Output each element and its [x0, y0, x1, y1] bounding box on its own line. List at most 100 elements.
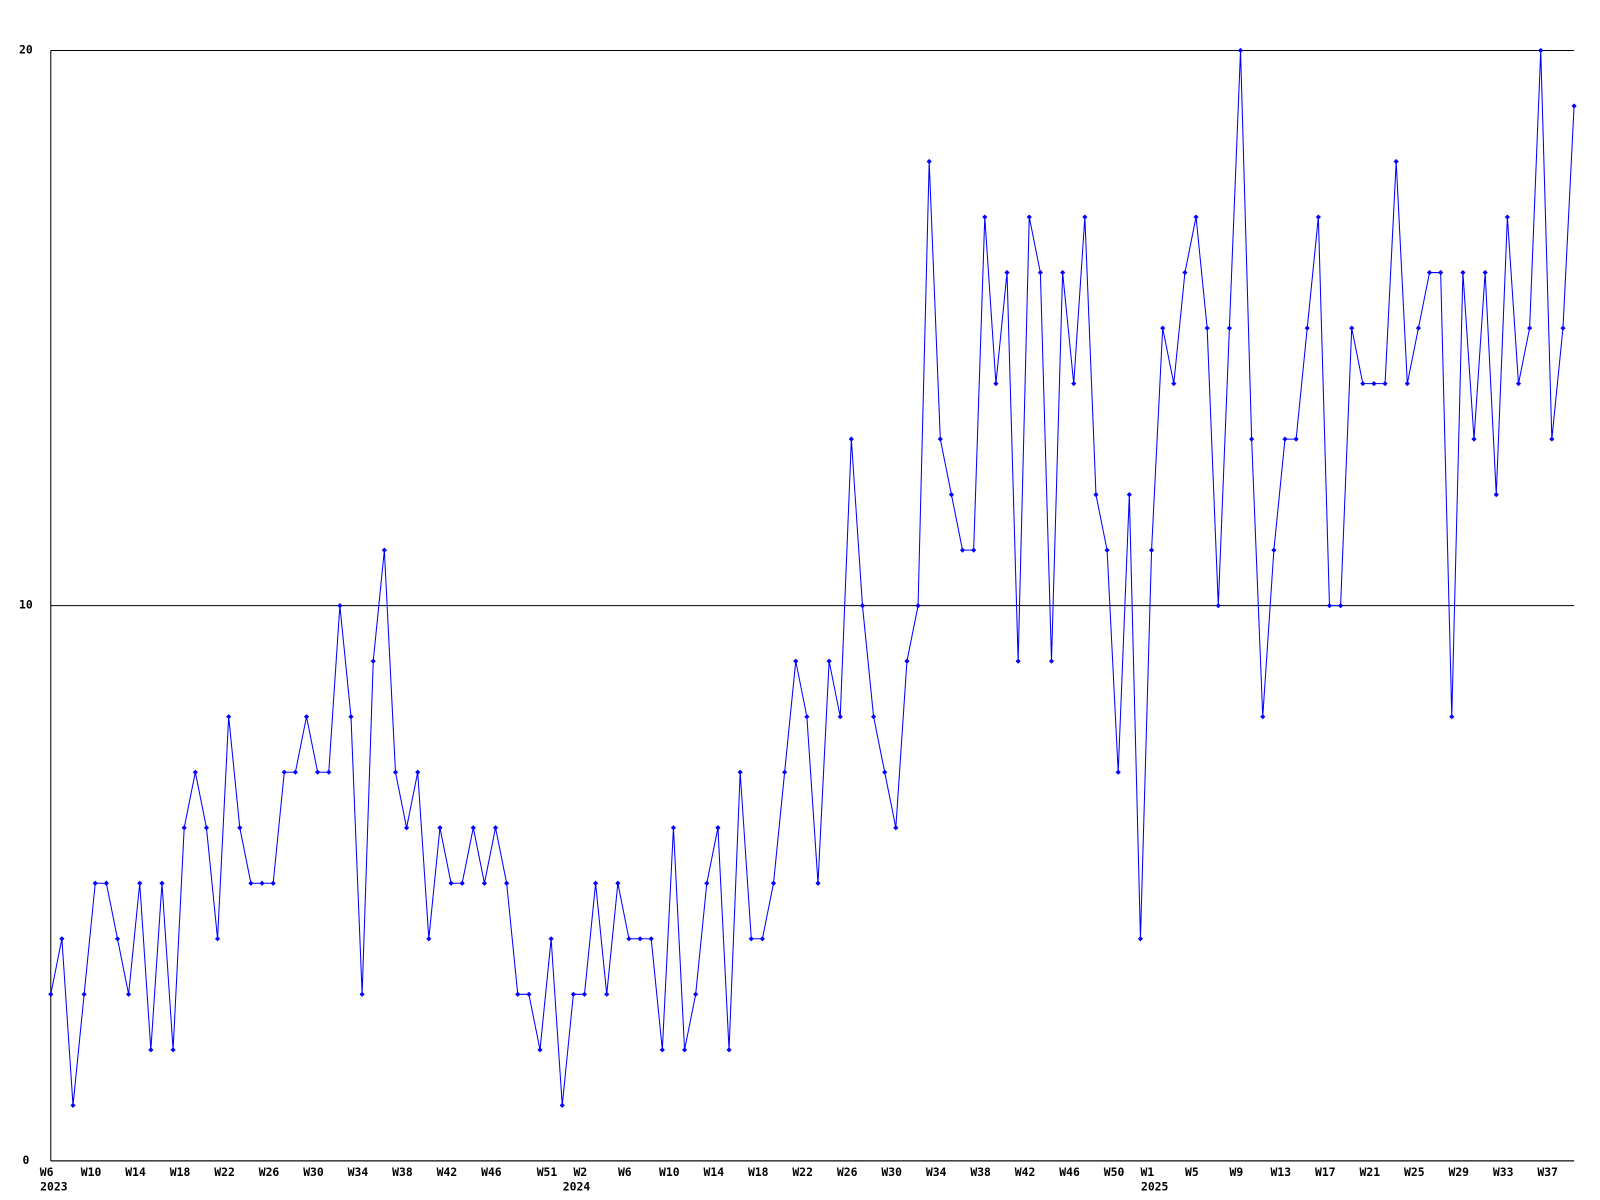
data-point: [1137, 936, 1144, 942]
data-point: [1304, 325, 1310, 331]
data-point: [748, 936, 754, 942]
data-point: [759, 936, 765, 942]
data-point: [70, 1102, 76, 1108]
data-point: [793, 658, 799, 664]
data-point: [693, 991, 699, 997]
data-point: [437, 825, 443, 831]
data-point: [326, 769, 332, 775]
data-point: [203, 825, 210, 831]
data-point: [1515, 381, 1522, 387]
data-point: [615, 880, 621, 886]
x-tick-label: W34: [348, 1165, 369, 1179]
data-point: [1538, 47, 1544, 54]
x-tick-label: W18: [748, 1165, 769, 1179]
data-point: [826, 658, 832, 664]
data-point: [1404, 381, 1410, 387]
y-tick-label: 10: [19, 598, 33, 612]
data-point: [993, 381, 999, 387]
data-point: [448, 880, 454, 886]
data-point: [1093, 492, 1099, 498]
data-point: [126, 991, 132, 997]
data-point: [1293, 436, 1299, 442]
data-point: [381, 547, 387, 553]
data-point: [648, 936, 654, 942]
x-tick-label: W34: [926, 1165, 947, 1179]
data-point: [1071, 381, 1077, 387]
x-tick-label: W42: [437, 1165, 458, 1179]
data-point: [859, 603, 866, 609]
data-point: [81, 991, 87, 997]
data-point: [1226, 325, 1232, 331]
data-point: [1237, 47, 1244, 54]
x-tick-label: W10: [659, 1165, 680, 1179]
data-point: [570, 991, 576, 997]
data-point: [948, 492, 955, 498]
data-point: [537, 1047, 543, 1053]
data-point: [1160, 325, 1166, 331]
data-point: [982, 214, 988, 220]
data-point: [1193, 214, 1199, 220]
x-tick-label: W37: [1537, 1165, 1558, 1179]
x-tick-label: W50: [1104, 1165, 1125, 1179]
data-point: [1115, 769, 1121, 775]
data-point: [492, 825, 499, 831]
data-point: [559, 1102, 565, 1108]
x-tick-label: W10: [81, 1165, 102, 1179]
data-point: [1171, 381, 1177, 387]
data-point: [270, 880, 276, 886]
data-point: [893, 825, 899, 831]
data-point: [1360, 381, 1366, 387]
x-tick-label: W13: [1271, 1165, 1292, 1179]
x-tick-label: W26: [837, 1165, 858, 1179]
data-point: [1326, 603, 1333, 609]
data-point: [915, 603, 921, 609]
data-point: [971, 547, 977, 553]
data-point: [1349, 325, 1355, 331]
data-point: [1504, 214, 1510, 220]
data-point: [581, 991, 588, 997]
data-point: [782, 769, 788, 775]
data-point: [103, 880, 109, 886]
x-tick-label: W1: [1141, 1165, 1155, 1179]
data-point: [526, 991, 532, 997]
data-point: [1048, 658, 1055, 664]
data-point: [548, 936, 554, 942]
data-point: [937, 436, 943, 442]
data-point: [715, 825, 721, 831]
x-tick-label: W2: [573, 1165, 587, 1179]
data-point: [1315, 214, 1321, 220]
data-point: [1004, 269, 1010, 276]
x-group-label: 2025: [1141, 1180, 1169, 1194]
data-point: [1260, 714, 1266, 720]
data-point: [1082, 214, 1088, 220]
data-point: [593, 880, 599, 886]
x-tick-label: W38: [392, 1165, 413, 1179]
data-point: [403, 825, 410, 831]
data-point: [415, 769, 421, 775]
x-tick-label: W30: [303, 1165, 324, 1179]
data-point: [1482, 269, 1488, 276]
x-tick-label: W22: [214, 1165, 235, 1179]
x-group-label: 2023: [40, 1180, 68, 1194]
data-point: [1438, 269, 1444, 276]
data-point: [259, 880, 265, 886]
data-point: [1126, 492, 1132, 498]
x-tick-label: W29: [1448, 1165, 1469, 1179]
data-point: [515, 991, 521, 997]
data-point: [226, 714, 232, 720]
x-tick-label: W26: [259, 1165, 280, 1179]
data-point: [815, 880, 821, 886]
data-point: [681, 1047, 688, 1053]
data-point: [114, 936, 121, 942]
data-point: [92, 880, 98, 886]
data-point: [370, 658, 376, 664]
x-tick-label: W46: [1059, 1165, 1080, 1179]
data-point: [1037, 269, 1043, 276]
data-point: [1415, 325, 1422, 331]
data-point: [1215, 603, 1221, 609]
data-point: [1426, 269, 1433, 276]
data-point: [1382, 381, 1388, 387]
data-point: [882, 769, 888, 775]
data-point: [626, 936, 632, 942]
